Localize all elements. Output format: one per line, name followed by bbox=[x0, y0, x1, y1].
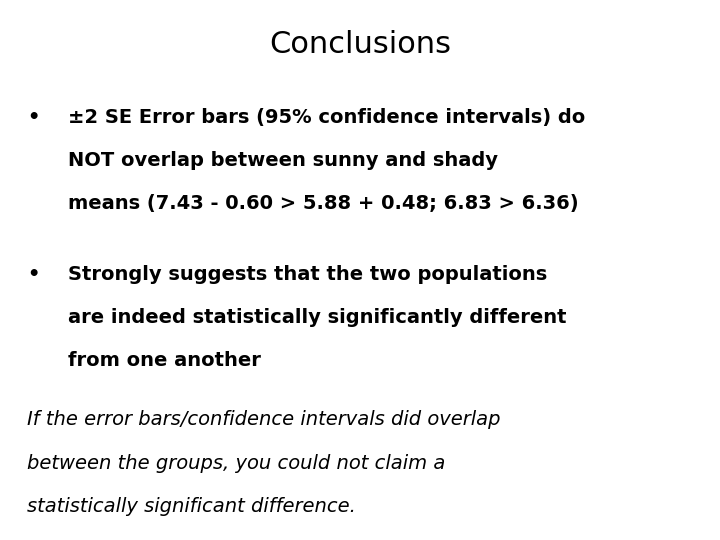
Text: Strongly suggests that the two populations: Strongly suggests that the two populatio… bbox=[68, 265, 548, 284]
Text: ±2 SE Error bars (95% confidence intervals) do: ±2 SE Error bars (95% confidence interva… bbox=[68, 108, 585, 127]
Text: between the groups, you could not claim a: between the groups, you could not claim … bbox=[27, 454, 446, 472]
Text: If the error bars/confidence intervals did overlap: If the error bars/confidence intervals d… bbox=[27, 410, 501, 429]
Text: •: • bbox=[27, 108, 40, 127]
Text: means (7.43 - 0.60 > 5.88 + 0.48; 6.83 > 6.36): means (7.43 - 0.60 > 5.88 + 0.48; 6.83 >… bbox=[68, 194, 579, 213]
Text: NOT overlap between sunny and shady: NOT overlap between sunny and shady bbox=[68, 151, 498, 170]
Text: from one another: from one another bbox=[68, 351, 261, 370]
Text: are indeed statistically significantly different: are indeed statistically significantly d… bbox=[68, 308, 567, 327]
Text: •: • bbox=[27, 265, 40, 284]
Text: statistically significant difference.: statistically significant difference. bbox=[27, 497, 356, 516]
Text: Conclusions: Conclusions bbox=[269, 30, 451, 59]
